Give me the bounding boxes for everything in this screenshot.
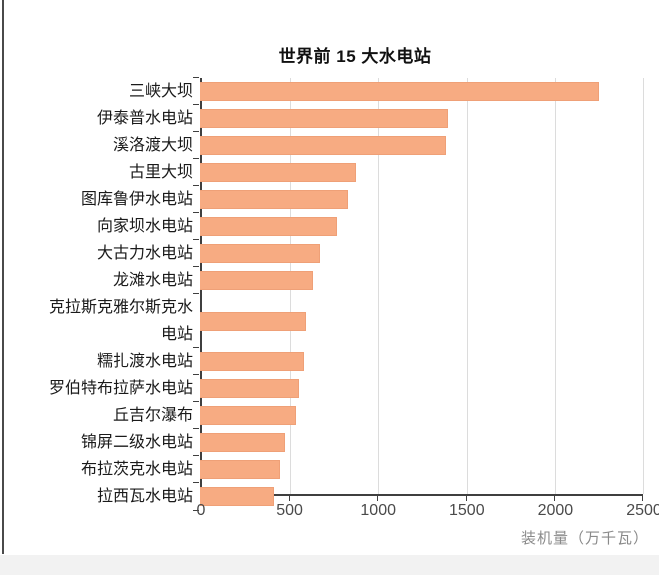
gridline-2500 (643, 78, 644, 494)
category-label: 糯扎渡水电站 (96, 353, 193, 370)
x-axis-tick-labels: 0 500 1000 1500 2000 2500 (197, 502, 659, 522)
bar[interactable] (200, 190, 349, 209)
bar-row: 克拉斯克雅尔斯克水电站 (0, 293, 643, 348)
bar[interactable] (200, 136, 446, 155)
bar-row: 伊泰普水电站 (0, 104, 643, 132)
category-label: 克拉斯克雅尔斯克水电站 (48, 299, 193, 343)
x-tick-mark-2000 (553, 496, 555, 501)
bar-row: 龙滩水电站 (0, 266, 643, 294)
category-label: 古里大坝 (128, 164, 193, 181)
bar[interactable] (200, 109, 449, 128)
bar[interactable] (200, 406, 297, 425)
bar-track (193, 158, 643, 186)
category-label: 龙滩水电站 (112, 272, 193, 289)
x-tick-label-500: 500 (276, 502, 303, 519)
bar-track (193, 347, 643, 375)
bar-row: 溪洛渡大坝 (0, 131, 643, 159)
bar[interactable] (200, 163, 356, 182)
bar-row: 三峡大坝 (0, 77, 643, 105)
bar[interactable] (200, 311, 307, 331)
bar[interactable] (200, 433, 286, 452)
bar-track (193, 212, 643, 240)
x-tick-label-2000: 2000 (537, 502, 574, 519)
gridline-1000 (378, 78, 380, 494)
x-tick-mark-2500 (642, 496, 643, 501)
bar-row: 布拉茨克水电站 (0, 455, 643, 483)
x-axis-label: 装机量（万千瓦） (520, 530, 649, 547)
bar-row: 糯扎渡水电站 (0, 347, 643, 375)
bar-row: 图库鲁伊水电站 (0, 185, 643, 213)
category-label: 向家坝水电站 (96, 218, 193, 235)
bar[interactable] (200, 217, 338, 236)
bar-track (193, 428, 643, 456)
window-bottom-strip (0, 555, 659, 575)
bar[interactable] (200, 460, 280, 479)
bar-track (193, 293, 643, 348)
bar-track (193, 239, 643, 267)
x-tick-mark-1000 (377, 496, 379, 501)
bar-track (193, 482, 643, 511)
x-tick-mark-1500 (465, 496, 467, 501)
window-left-border (2, 0, 4, 554)
bar-track (193, 374, 643, 402)
bar-row: 锦屏二级水电站 (0, 428, 643, 456)
bar-track (193, 104, 643, 132)
bar-track (193, 131, 643, 159)
bar-track (193, 77, 643, 105)
chart-title: 世界前 15 大水电站 (278, 47, 432, 66)
bar-row: 罗伯特布拉萨水电站 (0, 374, 643, 402)
bar-row: 拉西瓦水电站 (0, 482, 643, 511)
category-label: 丘吉尔瀑布 (112, 407, 193, 424)
bar[interactable] (200, 379, 300, 398)
category-label: 伊泰普水电站 (96, 110, 193, 127)
category-label: 三峡大坝 (128, 83, 193, 100)
bar[interactable] (200, 352, 304, 371)
bar[interactable] (200, 271, 314, 290)
x-tick-mark-500 (289, 496, 291, 501)
bar[interactable] (200, 82, 599, 101)
bar-rows: 三峡大坝 伊泰普水电站 溪洛渡大坝 古里大坝 图库鲁伊水电站 向家坝水电站 (0, 77, 643, 511)
bar-row: 丘吉尔瀑布 (0, 401, 643, 429)
bar-track (193, 401, 643, 429)
gridline-2000 (554, 78, 556, 494)
bar[interactable] (200, 244, 321, 263)
x-tick-label-0: 0 (196, 502, 206, 519)
bar-row: 古里大坝 (0, 158, 643, 186)
category-label: 大古力水电站 (96, 245, 193, 262)
bar[interactable] (200, 487, 275, 506)
bar-track (193, 266, 643, 294)
category-label: 拉西瓦水电站 (96, 488, 193, 505)
bar-row: 向家坝水电站 (0, 212, 643, 240)
category-label: 锦屏二级水电站 (80, 434, 193, 451)
x-tick-label-1000: 1000 (360, 502, 396, 519)
x-tick-label-1500: 1500 (449, 502, 485, 519)
bar-track (193, 185, 643, 213)
category-label: 溪洛渡大坝 (112, 137, 193, 154)
gridline-1500 (466, 78, 468, 494)
category-label: 布拉茨克水电站 (80, 461, 193, 478)
bar-track (193, 455, 643, 483)
category-label: 罗伯特布拉萨水电站 (48, 380, 193, 397)
x-tick-label-2500: 2500 (626, 502, 659, 519)
category-label: 图库鲁伊水电站 (80, 191, 193, 208)
bar-row: 大古力水电站 (0, 239, 643, 267)
